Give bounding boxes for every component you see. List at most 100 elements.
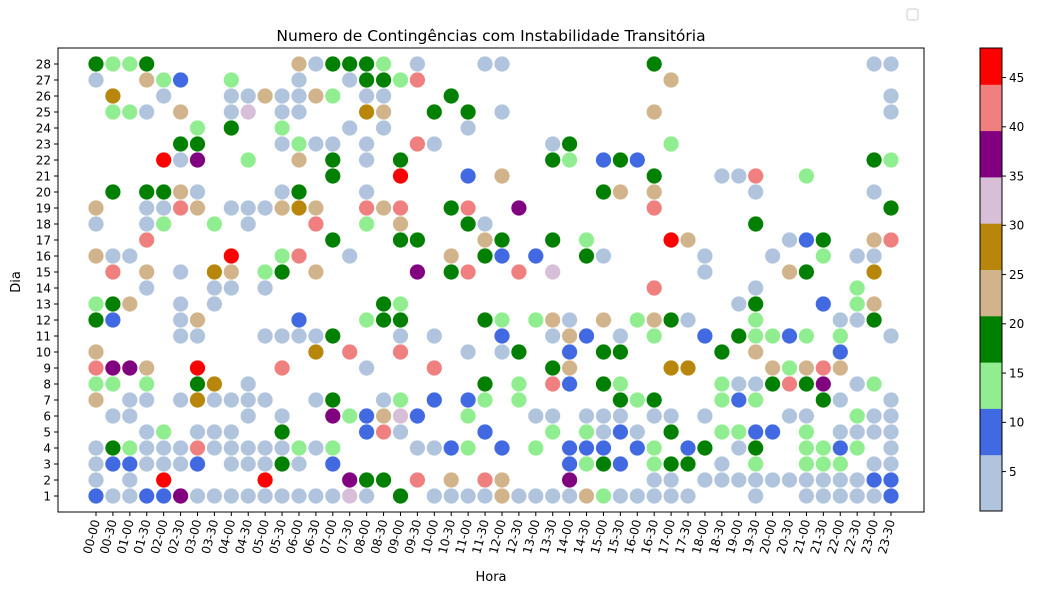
data-point xyxy=(359,488,375,504)
data-point xyxy=(173,312,189,328)
data-point xyxy=(88,200,104,216)
data-point xyxy=(409,72,425,88)
data-point xyxy=(189,136,206,152)
data-point xyxy=(765,248,781,264)
data-point xyxy=(88,440,104,456)
data-point xyxy=(105,104,121,120)
data-point xyxy=(798,168,815,184)
data-point xyxy=(595,152,612,168)
data-point xyxy=(376,88,392,104)
data-point xyxy=(612,376,629,392)
data-point xyxy=(206,296,222,312)
data-point xyxy=(291,136,307,152)
colorbar-tick-label: 25 xyxy=(1009,268,1024,282)
data-point xyxy=(257,440,273,456)
colorbar-segment xyxy=(980,408,1002,456)
plot-frame xyxy=(57,47,925,513)
data-point xyxy=(612,456,629,472)
data-point xyxy=(359,424,375,440)
data-point xyxy=(240,392,256,408)
data-point xyxy=(731,440,747,456)
data-point xyxy=(731,328,747,344)
data-point xyxy=(139,280,155,296)
data-point xyxy=(139,424,155,440)
y-tick-label: 4 xyxy=(43,441,51,455)
data-point xyxy=(866,488,882,504)
data-point xyxy=(173,440,189,456)
y-tick-label: 13 xyxy=(36,297,51,311)
data-point xyxy=(105,408,121,424)
data-point xyxy=(612,344,629,360)
data-point xyxy=(122,440,138,456)
colorbar-tick-label: 30 xyxy=(1009,219,1024,233)
data-point xyxy=(562,472,578,488)
data-point xyxy=(629,152,645,168)
data-point xyxy=(376,472,392,488)
data-point xyxy=(274,136,290,152)
data-point xyxy=(376,120,392,136)
data-point xyxy=(731,424,747,440)
data-point xyxy=(781,328,798,344)
data-point xyxy=(426,488,442,504)
data-point xyxy=(477,248,493,264)
data-point xyxy=(88,472,104,488)
data-point xyxy=(815,248,831,264)
data-point xyxy=(443,472,459,488)
data-point xyxy=(629,488,645,504)
points-layer xyxy=(88,56,899,504)
data-point xyxy=(697,248,713,264)
data-point xyxy=(409,136,425,152)
data-point xyxy=(122,408,138,424)
data-point xyxy=(748,216,764,232)
data-point xyxy=(680,488,696,504)
data-point xyxy=(663,424,679,440)
y-tick-label: 16 xyxy=(36,249,51,263)
data-point xyxy=(376,312,392,328)
data-point xyxy=(206,424,222,440)
data-point xyxy=(731,376,747,392)
data-point xyxy=(646,440,662,456)
data-point xyxy=(883,104,899,120)
data-point xyxy=(88,456,104,472)
data-point xyxy=(105,312,121,328)
data-point xyxy=(477,472,493,488)
data-point xyxy=(460,264,476,280)
data-point xyxy=(189,360,206,376)
data-point xyxy=(866,424,882,440)
y-tick-label: 8 xyxy=(43,377,51,391)
data-point xyxy=(189,440,206,456)
data-point xyxy=(849,376,865,392)
data-point xyxy=(426,104,442,120)
data-point xyxy=(409,408,425,424)
data-point xyxy=(139,264,155,280)
data-point xyxy=(392,408,409,424)
data-point xyxy=(291,88,307,104)
data-point xyxy=(815,488,831,504)
colorbar-segment xyxy=(980,84,1002,132)
data-point xyxy=(122,456,138,472)
data-point xyxy=(494,56,510,72)
data-point xyxy=(494,232,510,248)
data-point xyxy=(392,424,409,440)
y-tick-label: 26 xyxy=(36,89,51,103)
data-point xyxy=(240,200,256,216)
data-point xyxy=(392,328,409,344)
data-point xyxy=(494,344,510,360)
data-point xyxy=(392,232,409,248)
data-point xyxy=(815,360,831,376)
data-point xyxy=(866,472,882,488)
data-point xyxy=(866,456,882,472)
data-point xyxy=(88,296,104,312)
data-point xyxy=(173,328,189,344)
y-tick-label: 1 xyxy=(43,489,51,503)
y-tick-label: 28 xyxy=(36,57,51,71)
data-point xyxy=(781,376,798,392)
data-point xyxy=(545,408,561,424)
data-point xyxy=(206,440,222,456)
data-point xyxy=(798,408,815,424)
data-point xyxy=(798,456,815,472)
data-point xyxy=(866,56,882,72)
data-point xyxy=(139,440,155,456)
data-point xyxy=(562,376,578,392)
data-point xyxy=(511,200,527,216)
